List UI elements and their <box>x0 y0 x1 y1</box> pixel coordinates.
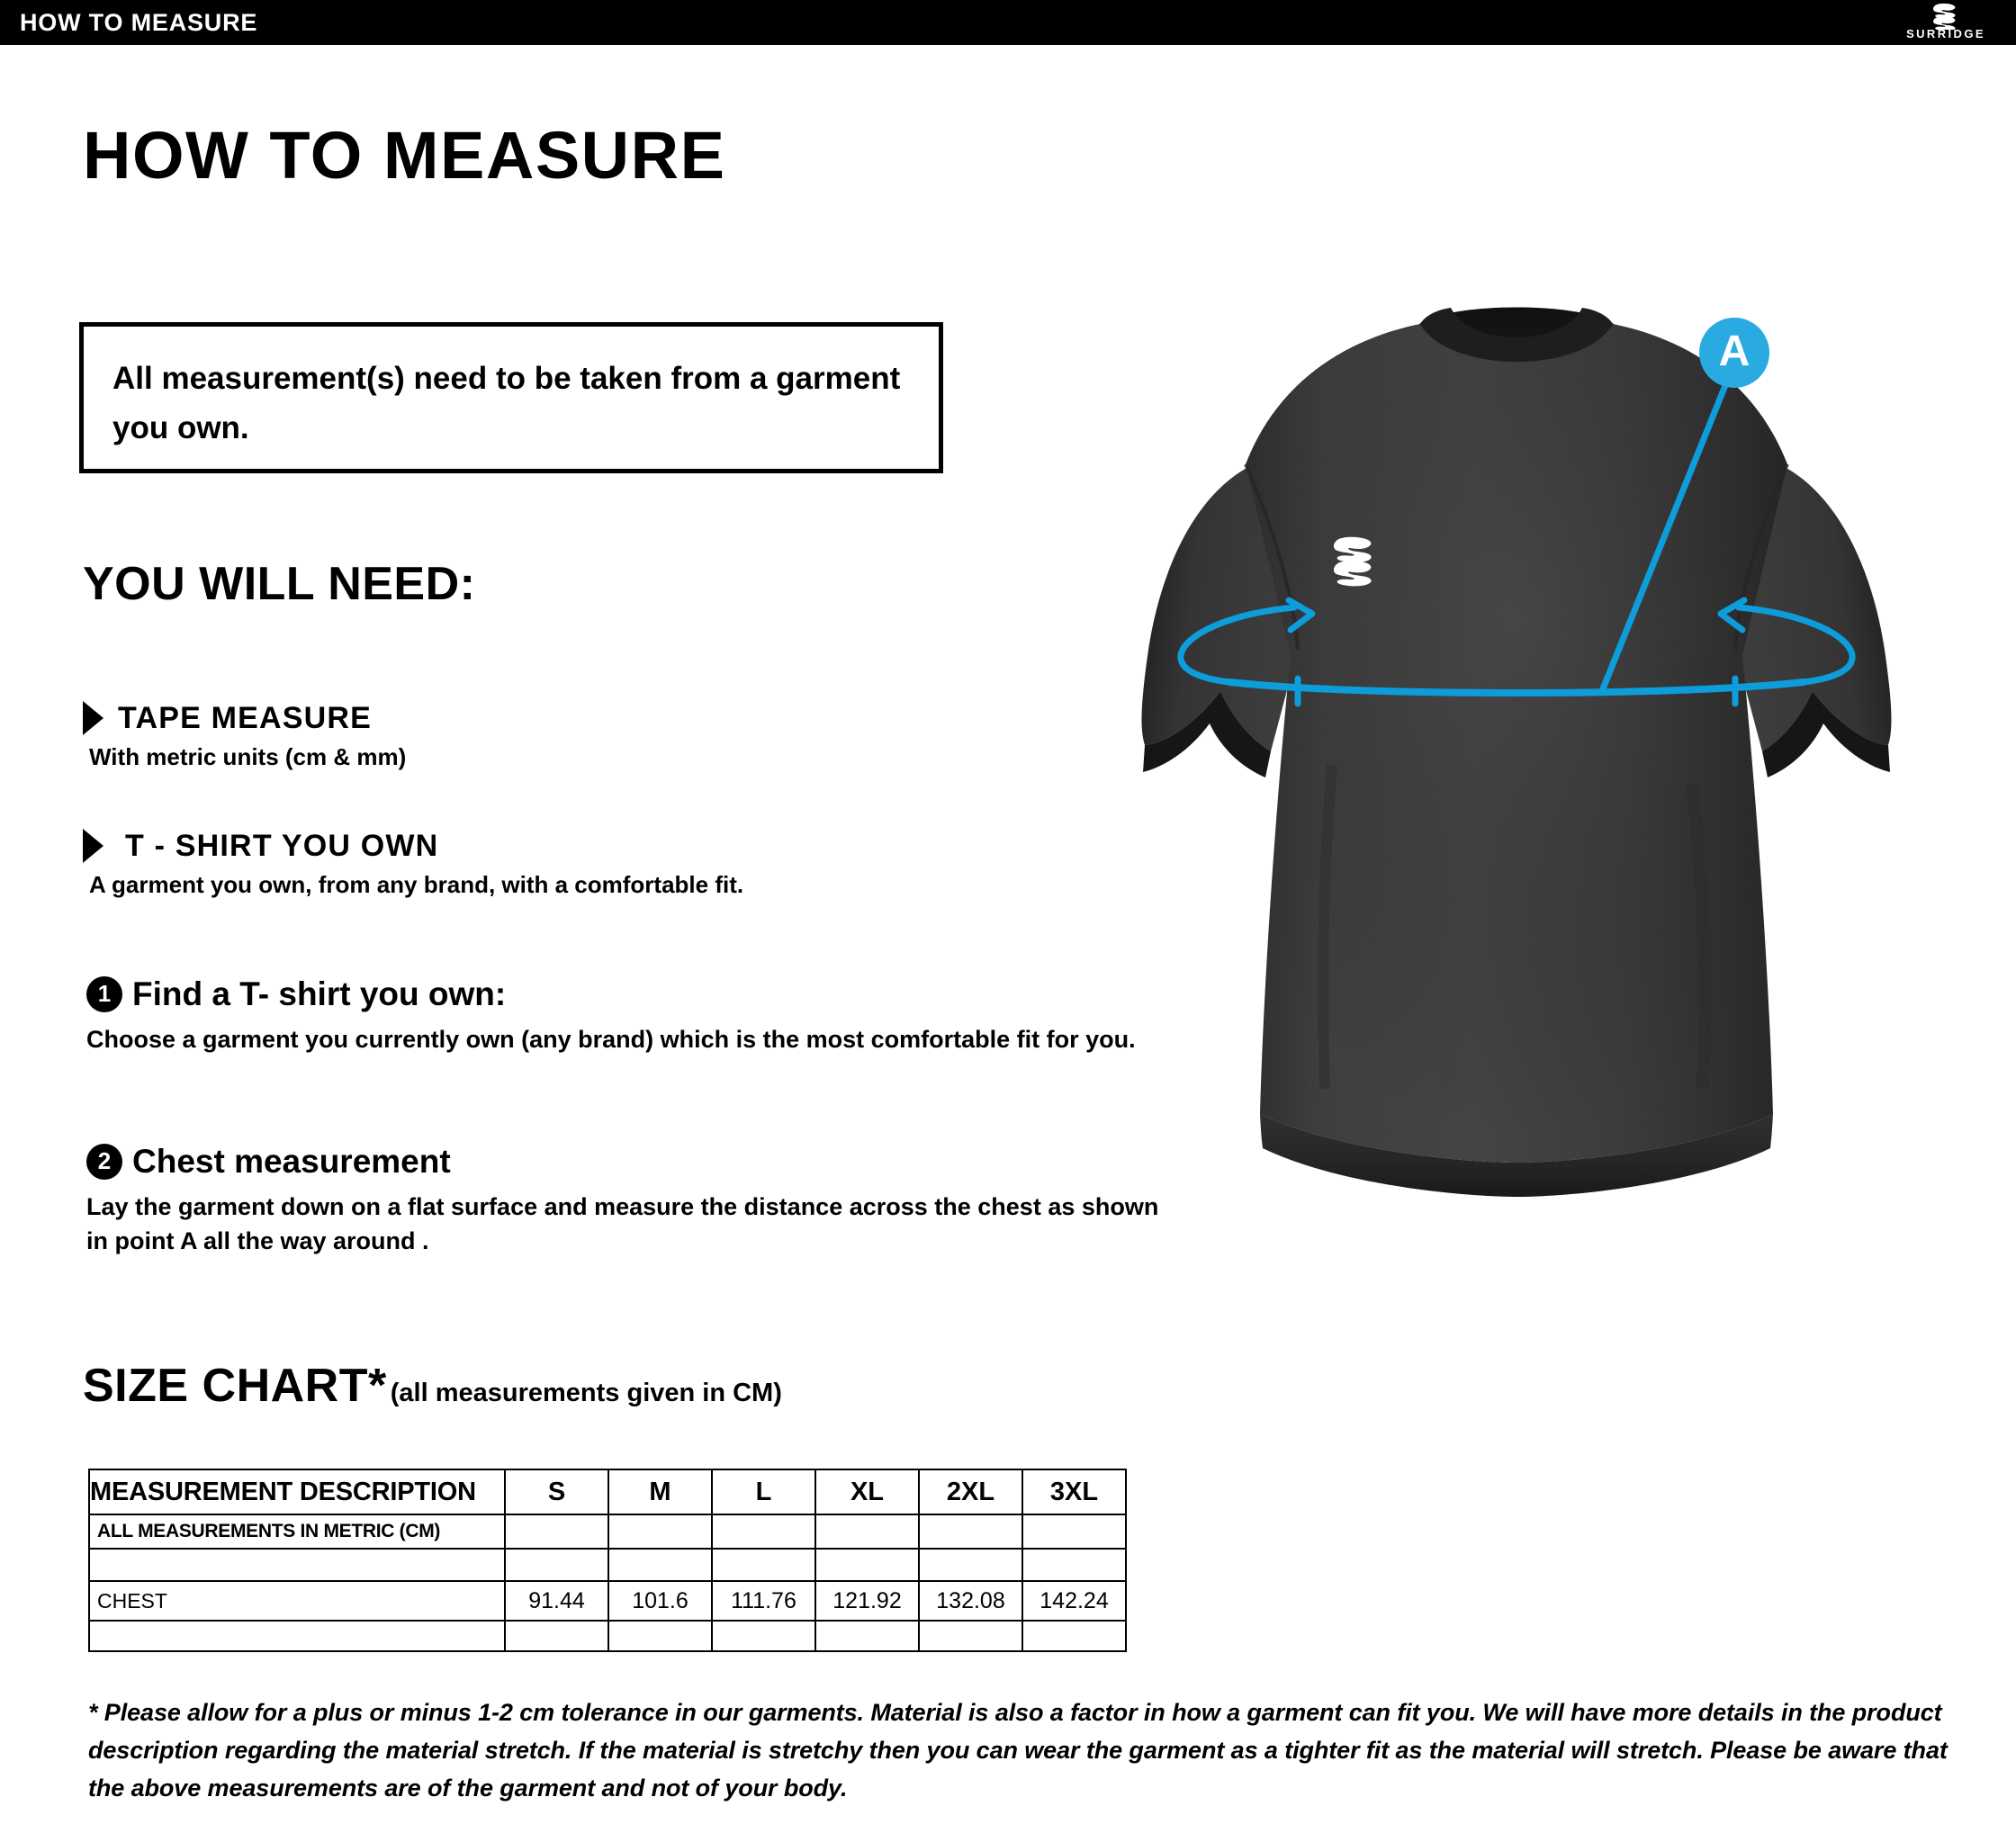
table-row: CHEST 91.44 101.6 111.76 121.92 132.08 1… <box>88 1580 1127 1622</box>
need-item-tape-measure: TAPE MEASURE With metric units (cm & mm) <box>83 698 406 770</box>
table-header-row: MEASUREMENT DESCRIPTION S M L XL 2XL 3XL <box>88 1469 1127 1515</box>
need-item-title: T - SHIRT YOU OWN <box>125 829 439 863</box>
measure-leader-line <box>1598 371 1733 695</box>
tshirt-right-cuff <box>1762 691 1890 777</box>
table-row <box>88 1548 1127 1582</box>
step-1: 1 Find a T- shirt you own: Choose a garm… <box>86 975 1166 1056</box>
table-cell <box>711 1620 816 1652</box>
tshirt-fold <box>1318 764 1337 1090</box>
table-row-label <box>88 1548 506 1582</box>
size-chart-heading: SIZE CHART* (all measurements given in C… <box>83 1360 782 1412</box>
step-number-badge: 1 <box>86 976 122 1012</box>
size-chart-note: (all measurements given in CM) <box>390 1379 782 1407</box>
top-bar: HOW TO MEASURE SURRIDGE <box>0 0 2016 45</box>
table-col-header: MEASUREMENT DESCRIPTION <box>88 1469 506 1515</box>
table-cell <box>814 1514 920 1550</box>
you-will-need-heading: YOU WILL NEED: <box>83 558 476 610</box>
table-cell <box>608 1548 713 1582</box>
need-item-tshirt: T - SHIRT YOU OWN A garment you own, fro… <box>83 826 743 898</box>
measure-chest-line <box>1226 678 1807 696</box>
table-col-header: L <box>711 1469 816 1515</box>
table-row: ALL MEASUREMENTS IN METRIC (CM) <box>88 1514 1127 1550</box>
table-cell <box>504 1620 609 1652</box>
measure-wrap-right <box>1735 604 1856 686</box>
table-row-label: ALL MEASUREMENTS IN METRIC (CM) <box>88 1514 506 1550</box>
tshirt-graphic <box>1141 307 1892 1197</box>
tshirt-left-sleeve <box>1141 463 1298 751</box>
surridge-logo: SURRIDGE <box>1892 2 2000 43</box>
tshirt-right-sleeve <box>1735 463 1892 751</box>
table-cell: 111.76 <box>711 1580 816 1622</box>
tshirt-left-cuff <box>1143 691 1271 777</box>
table-col-header: M <box>608 1469 713 1515</box>
step-body: Lay the garment down on a flat surface a… <box>86 1193 1159 1254</box>
table-col-header: S <box>504 1469 609 1515</box>
table-cell <box>1022 1620 1127 1652</box>
tolerance-disclaimer: * Please allow for a plus or minus 1-2 c… <box>88 1699 1948 1802</box>
table-row <box>88 1620 1127 1652</box>
page-title: HOW TO MEASURE <box>83 118 726 193</box>
step-number-badge: 2 <box>86 1144 122 1180</box>
table-cell <box>1022 1514 1127 1550</box>
measure-arrow-right <box>1717 597 1748 633</box>
step-title: Chest measurement <box>132 1143 451 1180</box>
table-cell <box>711 1514 816 1550</box>
measure-wrap-left <box>1177 604 1298 686</box>
table-row-label <box>88 1620 506 1652</box>
step-title: Find a T- shirt you own: <box>132 975 507 1012</box>
triangle-right-icon <box>83 701 104 735</box>
step-body: Choose a garment you currently own (any … <box>86 1026 1136 1053</box>
measurement-callout-text: All measurement(s) need to be taken from… <box>112 361 901 445</box>
measure-arrow-left <box>1285 597 1316 633</box>
tshirt-neck-rib <box>1420 308 1613 362</box>
table-row-label: CHEST <box>88 1580 506 1622</box>
table-col-header: XL <box>814 1469 920 1515</box>
table-cell <box>918 1620 1023 1652</box>
table-cell: 91.44 <box>504 1580 609 1622</box>
size-chart-title: SIZE CHART* <box>83 1360 387 1412</box>
table-cell: 101.6 <box>608 1580 713 1622</box>
need-item-subtitle: With metric units (cm & mm) <box>89 743 407 770</box>
need-item-title: TAPE MEASURE <box>118 701 373 735</box>
tshirt-fabric-texture <box>1246 324 1787 1163</box>
size-chart-table: MEASUREMENT DESCRIPTION S M L XL 2XL 3XL… <box>88 1469 1127 1652</box>
table-cell <box>608 1514 713 1550</box>
table-cell <box>918 1548 1023 1582</box>
measurement-callout-box: All measurement(s) need to be taken from… <box>79 322 943 473</box>
tshirt-fold <box>1437 836 1456 1099</box>
table-cell: 142.24 <box>1022 1580 1127 1622</box>
table-cell <box>711 1548 816 1582</box>
table-cell <box>504 1548 609 1582</box>
table-cell <box>1022 1548 1127 1582</box>
table-cell: 132.08 <box>918 1580 1023 1622</box>
measurement-point-a-marker: A <box>1699 318 1769 388</box>
table-cell <box>608 1620 713 1652</box>
tshirt-fold <box>1686 782 1711 1090</box>
tshirt-illustration: A <box>1062 297 1971 1305</box>
chest-measurement-annotation <box>1177 371 1856 707</box>
table-col-header: 3XL <box>1022 1469 1127 1515</box>
brand-wordmark: SURRIDGE <box>1906 27 1985 40</box>
step-2: 2 Chest measurement Lay the garment down… <box>86 1143 1166 1258</box>
table-col-header: 2XL <box>918 1469 1023 1515</box>
table-cell <box>918 1514 1023 1550</box>
table-cell <box>814 1620 920 1652</box>
table-cell: 121.92 <box>814 1580 920 1622</box>
table-cell <box>504 1514 609 1550</box>
triangle-right-icon <box>83 829 104 863</box>
top-bar-title: HOW TO MEASURE <box>20 9 258 36</box>
table-cell <box>814 1548 920 1582</box>
tshirt-hem <box>1260 1114 1773 1197</box>
ss-monogram-icon <box>1933 3 1956 30</box>
ss-monogram-icon <box>1333 536 1372 587</box>
need-item-subtitle: A garment you own, from any brand, with … <box>89 871 744 898</box>
